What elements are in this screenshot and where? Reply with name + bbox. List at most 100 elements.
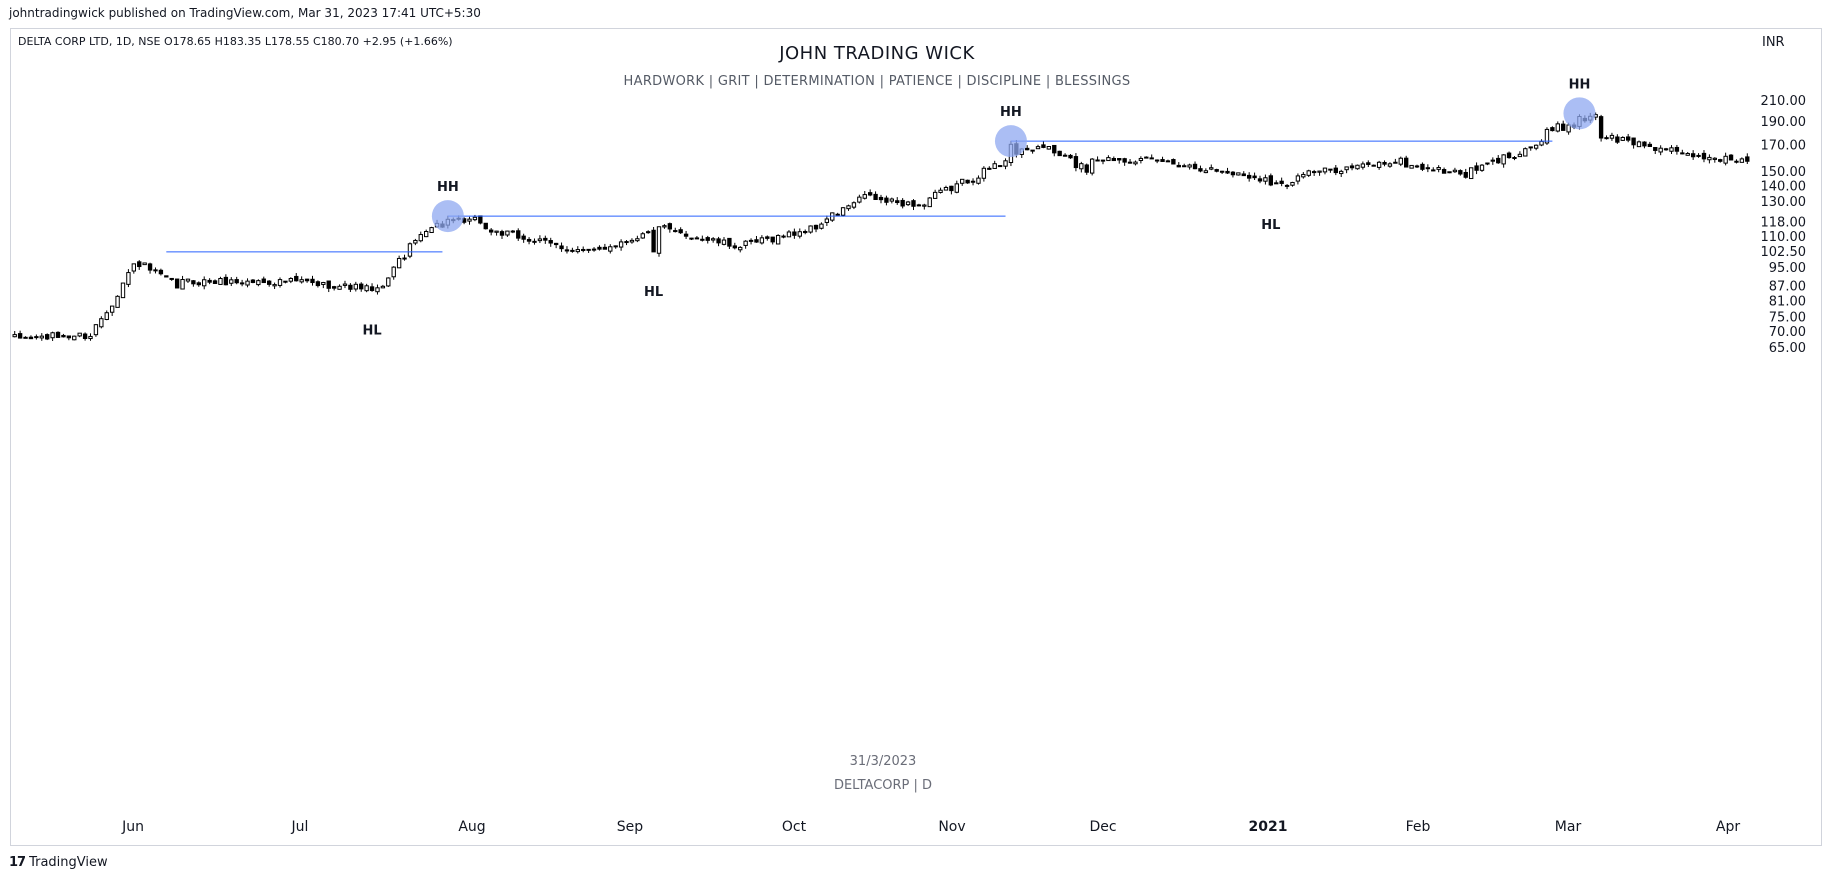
candle-body [158,269,164,275]
candle-body [1095,159,1100,162]
candle-body [1360,163,1366,168]
tradingview-logo-icon: 17 [9,855,26,870]
candle-body [1257,178,1263,182]
candle-body [938,189,943,193]
candle-body [754,239,759,243]
candle-body [375,287,380,293]
candle-body [1106,157,1111,162]
chart-subtitle: HARDWORK | GRIT | DETERMINATION | PATIEN… [623,74,1131,89]
candle-body [467,218,472,222]
candle-body [1301,173,1306,178]
candle-body [396,257,402,269]
candle-body [1398,157,1403,165]
higher-high-label: HH [1000,105,1022,120]
candle-body [1544,128,1550,144]
candle-body [949,185,954,192]
candle-body [1328,168,1333,171]
candle-body [104,312,109,320]
higher-low-label: HL [644,285,663,300]
candle-body [39,335,44,339]
watermark-date: 31/3/2023 [849,754,917,769]
candle-body [310,278,315,284]
candle-body [673,230,678,233]
x-tick-label: Mar [1555,819,1582,835]
footer: 17 TradingView [9,855,108,870]
candle-body [770,236,775,243]
candle-body [1355,164,1360,170]
candle-body [1241,173,1246,177]
chart-frame [10,28,1822,846]
candle-body [521,235,526,240]
candle-body [1339,170,1344,175]
candle-body [1615,136,1620,143]
candle-body [927,197,932,208]
x-tick-label: Apr [1716,819,1740,835]
candle-body [1625,136,1631,141]
candle-body [1111,157,1116,162]
candle-body [694,237,700,240]
candle-body [884,197,889,203]
candle-body [250,279,256,283]
candle-body [862,194,867,199]
candle-body [1176,164,1181,168]
candle-body [813,224,819,230]
candle-body [781,235,786,238]
candle-body [1669,147,1674,152]
candle-body [256,280,261,286]
candle-body [61,334,66,338]
candle-body [759,237,765,244]
candle-body [1149,157,1154,160]
candle-body [1236,172,1241,176]
candle-body [1052,144,1057,154]
candle-body [304,278,310,282]
candle-body [765,236,770,239]
candle-body [174,278,180,289]
x-tick-label: Aug [458,819,485,835]
candle-body [1322,167,1328,173]
candle-body [700,238,705,241]
candle-body [976,177,981,184]
candle-body [1187,164,1192,168]
candle-body [992,163,997,169]
candle-body [932,191,938,199]
y-tick-label: 70.00 [1769,325,1806,340]
candle-body [402,257,407,260]
candle-body [169,277,174,280]
candle-body [1479,164,1485,171]
candle-body [716,238,721,244]
candle-body [1117,158,1122,161]
candle-body [824,218,830,223]
candle-body [581,248,586,251]
candle-body [326,280,331,289]
candle-body [191,280,196,285]
candle-body [1436,167,1441,170]
candle-body [82,333,88,340]
candle-body [738,246,743,251]
candle-body [1447,171,1452,174]
candle-body [710,238,716,241]
candle-body [689,237,694,240]
y-tick-label: 87.00 [1769,279,1806,294]
hh-highlight-circle [431,200,464,233]
candle-body [66,335,72,339]
candle-body [1214,169,1219,172]
candle-body [1165,160,1171,163]
candle-body [1550,127,1555,132]
candle-body [922,204,927,207]
candle-body [1057,150,1062,157]
candle-body [748,239,754,242]
candle-body [721,239,727,245]
candle-body [1203,170,1209,174]
candle-body [386,277,391,287]
candle-body [1528,146,1533,149]
candle-body [981,167,987,179]
candle-body [570,249,575,252]
y-tick-label: 118.00 [1761,215,1807,230]
candle-body [1501,154,1506,165]
candle-body [369,286,375,291]
candle-body [575,249,580,253]
candle-body [1690,153,1696,158]
candle-body [218,277,223,285]
candle-body [1468,167,1474,180]
